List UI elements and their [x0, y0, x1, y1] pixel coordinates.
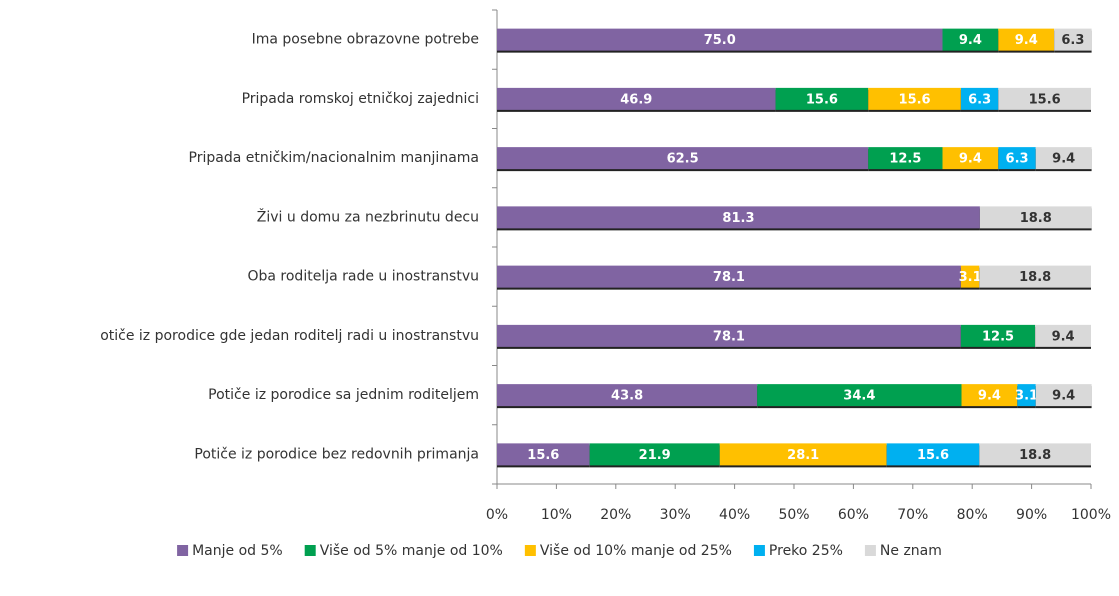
category-label: Pripada romskoj etničkoj zajednici [242, 91, 479, 107]
x-tick-label: 100% [1071, 507, 1111, 523]
bar-segment [960, 87, 999, 110]
category-label: otiče iz porodice gde jedan roditelj rad… [100, 328, 479, 344]
value-label: 6.3 [1006, 152, 1029, 167]
legend-swatch [753, 545, 765, 556]
value-label: 9.4 [1052, 389, 1075, 404]
x-tick-label: 60% [838, 507, 869, 523]
category-label: Oba roditelja rade u inostranstvu [247, 269, 479, 285]
bar-segment [1054, 28, 1092, 51]
x-tick-label: 30% [660, 507, 691, 523]
bar-segment [719, 443, 887, 466]
value-label: 78.1 [713, 270, 745, 285]
bar-segment [1035, 324, 1091, 347]
legend-swatch [304, 545, 316, 556]
bar-segment [1017, 384, 1036, 407]
category-label: Potiče iz porodice sa jednim roditeljem [208, 387, 479, 403]
bar-segment [1035, 147, 1092, 170]
legend-label: Preko 25% [769, 543, 843, 559]
bar-segment [775, 87, 869, 110]
bar-segment [589, 443, 720, 466]
bar-segment [1035, 384, 1092, 407]
value-label: 9.4 [959, 152, 982, 167]
value-label: 12.5 [982, 329, 1014, 344]
legend-swatch [864, 545, 876, 556]
value-label: 6.3 [968, 92, 991, 107]
bar-segment [757, 384, 962, 407]
value-label: 43.8 [611, 389, 643, 404]
value-label: 15.6 [899, 92, 931, 107]
value-label: 21.9 [639, 448, 671, 463]
bar-segment [998, 147, 1036, 170]
value-label: 62.5 [667, 152, 699, 167]
legend-swatch [177, 545, 189, 556]
bar-segment [497, 324, 961, 347]
bar-segment [960, 265, 980, 288]
value-label: 15.6 [917, 448, 949, 463]
value-label: 75.0 [704, 33, 736, 48]
value-label: 9.4 [1052, 152, 1075, 167]
value-label: 78.1 [713, 329, 745, 344]
value-label: 9.4 [959, 33, 982, 48]
x-tick-label: 40% [719, 507, 750, 523]
value-label: 81.3 [722, 211, 754, 226]
bar-segment [960, 324, 1036, 347]
x-tick-label: 10% [541, 507, 572, 523]
x-tick-label: 90% [1016, 507, 1047, 523]
legend-label: Više od 5% manje od 10% [320, 543, 503, 559]
x-tick-label: 80% [957, 507, 988, 523]
bar-segment [497, 87, 776, 110]
value-label: 9.4 [1015, 33, 1038, 48]
value-label: 12.5 [889, 152, 921, 167]
category-label: Živi u domu za nezbrinutu decu [257, 207, 479, 225]
category-label: Ima posebne obrazovne potrebe [252, 32, 479, 48]
bar-segment [868, 87, 961, 110]
bar-segment [942, 28, 999, 51]
legend-label: Ne znam [880, 543, 942, 559]
legend-swatch [524, 545, 536, 556]
value-label: 15.6 [527, 448, 559, 463]
x-tick-label: 70% [897, 507, 928, 523]
bar-segment [979, 206, 1092, 229]
value-label: 28.1 [787, 448, 819, 463]
value-label: 18.8 [1019, 448, 1051, 463]
bar-segment [497, 28, 943, 51]
bar-segment [497, 384, 758, 407]
bar-segment [979, 443, 1091, 466]
x-tick-label: 20% [600, 507, 631, 523]
bar-segment [497, 265, 961, 288]
x-tick-label: 0% [486, 507, 508, 523]
value-label: 9.4 [978, 389, 1001, 404]
category-label: Potiče iz porodice bez redovnih primanja [194, 446, 479, 462]
x-tick-label: 50% [778, 507, 809, 523]
bar-segment [942, 147, 999, 170]
value-label: 3.1 [1015, 389, 1038, 404]
bar-segment [998, 28, 1055, 51]
value-label: 18.8 [1019, 270, 1051, 285]
bar-segment [961, 384, 1018, 407]
legend-label: Više od 10% manje od 25% [540, 543, 732, 559]
value-label: 15.6 [806, 92, 838, 107]
value-label: 3.1 [959, 270, 982, 285]
bar-segment [868, 147, 943, 170]
bar-segment [497, 147, 869, 170]
bar-segment [497, 206, 980, 229]
bar-segment [497, 443, 590, 466]
bar-segment [998, 87, 1091, 110]
bar-segment [979, 265, 1091, 288]
bar-segment [886, 443, 980, 466]
value-label: 6.3 [1061, 33, 1084, 48]
value-label: 46.9 [620, 92, 652, 107]
value-label: 34.4 [843, 389, 875, 404]
legend-label: Manje od 5% [192, 543, 283, 559]
value-label: 9.4 [1052, 329, 1075, 344]
value-label: 18.8 [1020, 211, 1052, 226]
category-label: Pripada etničkim/nacionalnim manjinama [189, 150, 479, 166]
value-label: 15.6 [1029, 92, 1061, 107]
